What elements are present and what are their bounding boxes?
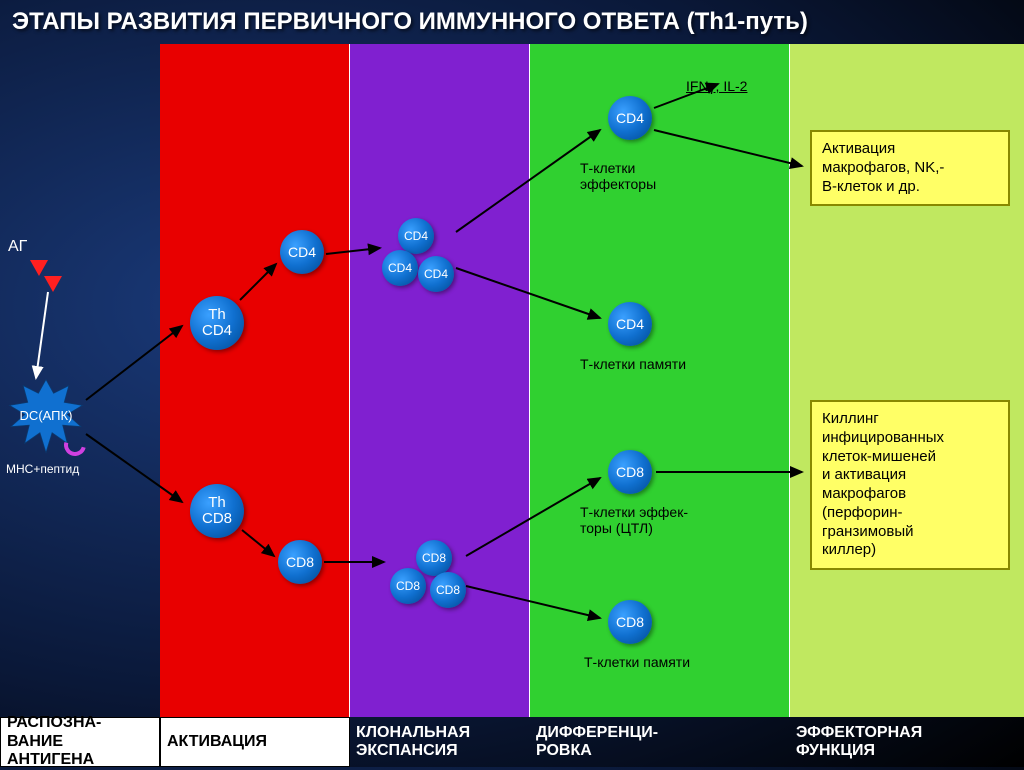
column-expansion: [350, 44, 530, 717]
th-cd8-cell: ThCD8: [190, 484, 244, 538]
label-col4: ДИФФЕРЕНЦИ-РОВКА: [530, 717, 790, 767]
effector-box-2: Киллингинфицированныхклеток-мишенейи акт…: [810, 400, 1010, 570]
column-differentiation: [530, 44, 790, 717]
label-col3: КЛОНАЛЬНАЯЭКСПАНСИЯ: [350, 717, 530, 767]
column-activation: [160, 44, 350, 717]
label-col5: ЭФФЕКТОРНАЯФУНКЦИЯ: [790, 717, 1024, 767]
effector-box-1: Активациямакрофагов, NK,-В-клеток и др.: [810, 130, 1010, 206]
cd8-cell-act: CD8: [278, 540, 322, 584]
page-title: ЭТАПЫ РАЗВИТИЯ ПЕРВИЧНОГО ИММУННОГО ОТВЕ…: [12, 8, 808, 36]
cd4-clone-a: CD4: [398, 218, 434, 254]
cd8-memory: CD8: [608, 600, 652, 644]
t-ctl-label: Т-клетки эффек-торы (ЦТЛ): [580, 504, 688, 536]
label-col2: АКТИВАЦИЯ: [160, 717, 350, 767]
th-cd4-cell: ThCD4: [190, 296, 244, 350]
ag-label: АГ: [8, 238, 27, 256]
t-memory2-label: Т-клетки памяти: [584, 654, 690, 670]
cd8-clone-a: CD8: [416, 540, 452, 576]
ag-triangle-2: [44, 276, 62, 292]
cd8-clone-c: CD8: [430, 572, 466, 608]
ifn-label: IFNγ, IL-2: [686, 78, 747, 94]
cd8-effector: CD8: [608, 450, 652, 494]
cd8-clone-b: CD8: [390, 568, 426, 604]
cd4-effector: CD4: [608, 96, 652, 140]
t-memory-label: Т-клетки памяти: [580, 356, 686, 372]
cd4-cell-act: CD4: [280, 230, 324, 274]
ag-triangle-1: [30, 260, 48, 276]
cd4-memory: CD4: [608, 302, 652, 346]
label-col1: РАСПОЗНА-ВАНИЕАНТИГЕНА: [0, 717, 160, 767]
mhc-label: МНС+пептид: [6, 462, 79, 476]
t-effector-label: Т-клеткиэффекторы: [580, 160, 656, 192]
cd4-clone-b: CD4: [382, 250, 418, 286]
cd4-clone-c: CD4: [418, 256, 454, 292]
